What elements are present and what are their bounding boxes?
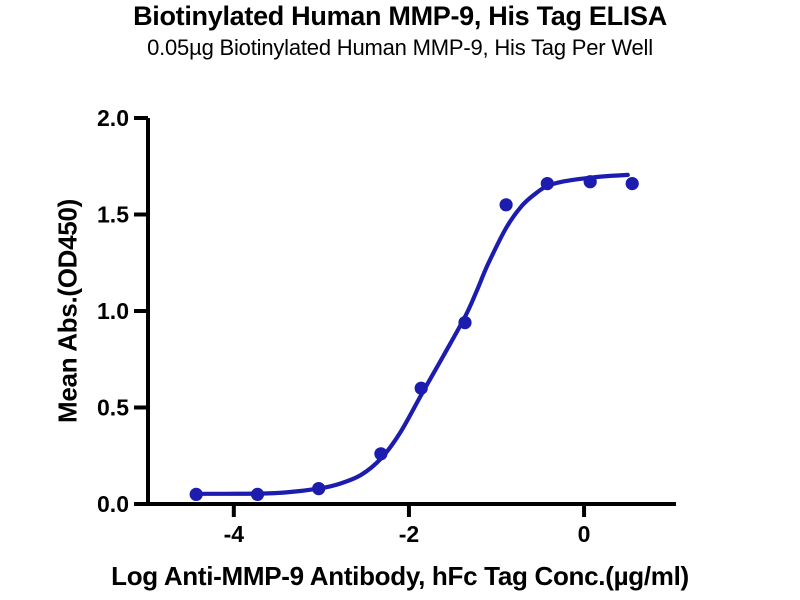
y-tick-label: 0.5 [97, 395, 129, 421]
y-tick-label: 2.0 [97, 105, 129, 131]
y-tick-label: 1.0 [97, 298, 129, 324]
data-point [458, 316, 472, 330]
x-tick-label: -4 [224, 521, 245, 547]
chart-subtitle: 0.05µg Biotinylated Human MMP-9, His Tag… [147, 35, 653, 60]
x-axis-label: Log Anti-MMP-9 Antibody, hFc Tag Conc.(µ… [111, 561, 689, 591]
data-point [625, 177, 639, 191]
data-point [189, 487, 203, 501]
data-point [583, 175, 597, 189]
y-tick-label: 0.0 [97, 491, 129, 517]
y-tick-label: 1.5 [97, 202, 129, 228]
data-point [250, 487, 265, 501]
data-point [414, 381, 428, 395]
chart-title: Biotinylated Human MMP-9, His Tag ELISA [133, 1, 667, 31]
data-point [540, 177, 554, 191]
data-point [374, 447, 388, 461]
x-tick-label: 0 [578, 521, 591, 547]
data-point [499, 198, 513, 212]
x-tick-label: -2 [399, 521, 419, 547]
fit-curve [194, 172, 630, 496]
data-point [312, 482, 326, 496]
